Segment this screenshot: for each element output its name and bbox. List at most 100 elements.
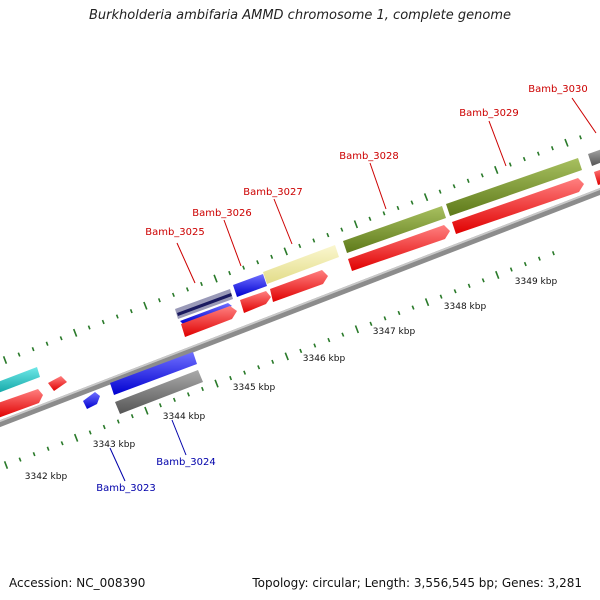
gene-cyan-forward[interactable] xyxy=(0,367,40,393)
inner-tick xyxy=(453,289,457,294)
outer-tick xyxy=(200,281,203,287)
inner-tick xyxy=(88,430,92,435)
gene-labels-bottom: Bamb_3023 Bamb_3024 xyxy=(96,457,216,494)
inner-tick xyxy=(354,325,360,334)
outer-tick xyxy=(536,151,540,156)
outer-tick xyxy=(410,200,414,205)
inner-tick xyxy=(523,261,527,267)
gene-blue-3024-forward[interactable] xyxy=(110,352,197,395)
kbp-label-3348: 3348 kbp xyxy=(444,302,487,312)
callout-bamb-3030 xyxy=(571,97,597,134)
gene-bamb-3030[interactable] xyxy=(588,148,600,166)
outer-tick xyxy=(480,173,484,178)
inner-tick xyxy=(158,403,162,408)
gene-blue-3023[interactable] xyxy=(83,392,100,409)
kbp-scale-labels: 3342 kbp 3343 kbp 3344 kbp 3345 kbp 3346… xyxy=(25,277,558,482)
inner-tick xyxy=(60,441,64,446)
gene-red-forward-small[interactable] xyxy=(48,376,67,391)
inner-tick xyxy=(299,348,303,354)
outer-tick xyxy=(2,356,8,364)
kbp-label-3343: 3343 kbp xyxy=(93,440,136,450)
outer-tick xyxy=(423,193,429,202)
outer-tick xyxy=(564,138,569,147)
inner-tick xyxy=(383,316,387,321)
gene-bamb-3026[interactable] xyxy=(233,274,267,297)
outer-tick xyxy=(452,184,456,189)
forward-strand-genes xyxy=(0,148,600,395)
label-bamb-3023[interactable]: Bamb_3023 xyxy=(96,483,156,494)
outer-tick xyxy=(326,232,330,238)
inner-tick xyxy=(369,321,373,326)
outer-tick xyxy=(298,243,302,249)
outer-tick xyxy=(17,352,21,357)
kbp-label-3342: 3342 kbp xyxy=(25,472,68,482)
gene-red-reverse-3[interactable] xyxy=(240,291,271,313)
inner-tick xyxy=(32,452,36,457)
accession-text: Accession: NC_008390 xyxy=(9,576,146,590)
outer-tick xyxy=(228,270,232,276)
gene-red-reverse-1[interactable] xyxy=(0,389,43,418)
gene-navy-3025-reverse[interactable] xyxy=(180,303,232,324)
map-title: Burkholderia ambifaria AMMD chromosome 1… xyxy=(88,8,512,23)
gene-red-reverse-5[interactable] xyxy=(348,225,450,271)
gene-bamb-3028[interactable] xyxy=(343,206,446,253)
outer-tick xyxy=(312,238,316,243)
inner-tick xyxy=(439,294,443,299)
inner-tick xyxy=(229,375,233,381)
outer-tick xyxy=(270,254,274,259)
inner-tick xyxy=(341,332,345,337)
label-bamb-3026[interactable]: Bamb_3026 xyxy=(192,208,252,219)
outer-tick xyxy=(256,260,260,265)
callout-lines xyxy=(109,97,597,482)
label-bamb-3025[interactable]: Bamb_3025 xyxy=(145,227,205,238)
outer-tick xyxy=(494,165,499,174)
chromosome-backbone-highlight xyxy=(0,188,600,423)
inner-tick xyxy=(257,365,261,370)
label-bamb-3028[interactable]: Bamb_3028 xyxy=(339,151,399,162)
inner-tick xyxy=(397,310,401,316)
gene-red-reverse-2[interactable] xyxy=(181,306,237,337)
gene-red-reverse-4[interactable] xyxy=(270,270,328,302)
inner-tick xyxy=(144,406,149,415)
genome-stats-text: Topology: circular; Length: 3,556,545 bp… xyxy=(252,576,582,590)
label-bamb-3027[interactable]: Bamb_3027 xyxy=(243,187,303,198)
outer-tick xyxy=(242,265,246,270)
gene-red-reverse-6[interactable] xyxy=(452,178,584,234)
inner-tick-track xyxy=(3,251,555,469)
kbp-label-3345: 3345 kbp xyxy=(233,383,276,393)
callout-bamb-3024 xyxy=(171,419,187,456)
inner-tick xyxy=(284,352,289,361)
inner-tick xyxy=(411,305,415,310)
kbp-label-3346: 3346 kbp xyxy=(303,354,346,364)
gene-red-reverse-7[interactable] xyxy=(594,168,600,185)
inner-tick xyxy=(481,278,485,283)
outer-tick xyxy=(45,341,49,346)
gene-bamb-3027[interactable] xyxy=(263,245,339,284)
outer-tick xyxy=(101,319,105,325)
gene-bamb-3024[interactable] xyxy=(115,370,203,414)
inner-tick xyxy=(327,337,331,343)
gene-bamb-3025-inner[interactable] xyxy=(177,293,232,316)
gene-bamb-3029[interactable] xyxy=(446,158,582,216)
inner-tick xyxy=(116,419,120,424)
label-bamb-3030[interactable]: Bamb_3030 xyxy=(528,84,588,95)
callout-bamb-3027 xyxy=(273,198,293,245)
outer-tick xyxy=(143,301,148,310)
inner-tick xyxy=(271,359,275,364)
outer-tick xyxy=(87,325,91,330)
inner-tick xyxy=(467,283,471,288)
label-bamb-3029[interactable]: Bamb_3029 xyxy=(459,108,519,119)
outer-tick xyxy=(550,146,554,151)
gene-labels-top: Bamb_3025 Bamb_3026 Bamb_3027 Bamb_3028 … xyxy=(145,84,588,238)
label-bamb-3024[interactable]: Bamb_3024 xyxy=(156,457,216,468)
callout-bamb-3026 xyxy=(223,219,242,267)
outer-tick xyxy=(522,156,526,162)
inner-tick xyxy=(73,433,79,442)
callout-bamb-3023 xyxy=(109,447,126,482)
inner-tick xyxy=(186,392,190,397)
outer-tick xyxy=(353,220,359,229)
kbp-label-3344: 3344 kbp xyxy=(163,412,206,422)
outer-tick xyxy=(59,336,63,341)
outer-tick xyxy=(185,287,189,292)
inner-tick xyxy=(172,397,176,403)
